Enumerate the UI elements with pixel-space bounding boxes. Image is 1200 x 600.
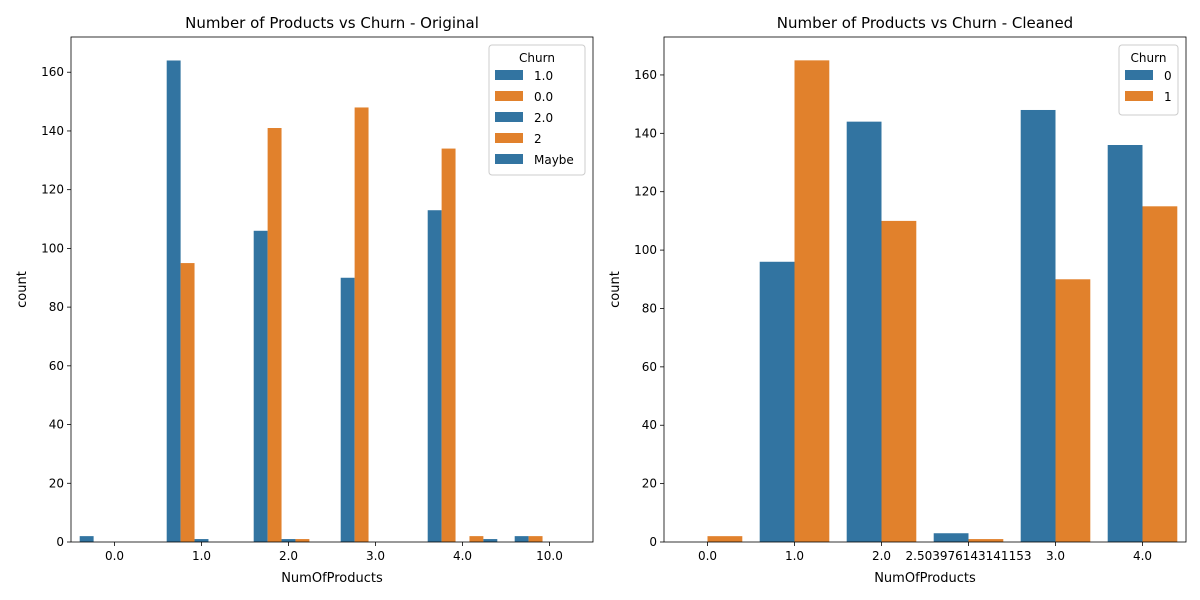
x-tick-label: 0.0 [698, 549, 717, 563]
bar-1-4.0 [1142, 206, 1178, 543]
bar-1.0-2.0 [253, 230, 268, 543]
y-axis-label: count [15, 271, 30, 308]
x-tick-label: 1.0 [192, 549, 211, 563]
x-tick-label: 3.0 [366, 549, 385, 563]
bar-Maybe-4.0 [483, 539, 498, 542]
y-tick-label: 100 [41, 241, 64, 255]
bar-1.0-3.0 [340, 277, 355, 542]
y-tick-label: 20 [642, 477, 657, 491]
bar-0.0-3.0 [354, 107, 369, 542]
bar-1-2.0 [881, 220, 917, 542]
bar-0-4.0 [1107, 145, 1143, 542]
legend-title: Churn [519, 51, 555, 65]
x-axis-label: NumOfProducts [874, 571, 976, 586]
chart-title: Number of Products vs Churn - Original [185, 14, 479, 32]
y-tick-label: 20 [49, 476, 64, 490]
x-tick-label: 4.0 [1133, 549, 1152, 563]
y-tick-label: 140 [634, 126, 657, 140]
legend: Churn 0 1 [1118, 44, 1179, 116]
bar-0.0-10.0 [528, 536, 543, 542]
x-tick-label: 3.0 [1046, 549, 1065, 563]
legend: Churn 1.0 0.0 2.0 2 Maybe [488, 44, 586, 176]
x-tick-label: 4.0 [453, 549, 472, 563]
legend-swatch-1.0 [495, 70, 523, 80]
y-tick-label: 60 [49, 359, 64, 373]
x-tick-label: 2.0 [279, 549, 298, 563]
y-tick-label: 120 [41, 183, 64, 197]
y-tick-label: 80 [49, 300, 64, 314]
y-tick-label: 0 [56, 535, 64, 549]
bar-2-4.0 [469, 536, 484, 542]
y-tick-label: 40 [642, 418, 657, 432]
bar-1.0-0.0 [79, 536, 94, 542]
x-tick-label: 10.0 [536, 549, 563, 563]
y-tick-label: 160 [634, 68, 657, 82]
chart-title: Number of Products vs Churn - Cleaned [777, 14, 1073, 32]
axes-frame [70, 36, 594, 543]
y-tick-label: 0 [649, 535, 657, 549]
y-tick-label: 80 [642, 301, 657, 315]
y-axis-label: count [608, 271, 623, 308]
y-tick-label: 160 [41, 65, 64, 79]
legend-swatch-2.0 [495, 112, 523, 122]
axes-frame [663, 36, 1187, 543]
legend-swatch-2 [495, 133, 523, 143]
legend-swatch-0.0 [495, 91, 523, 101]
legend-entry-label: 2 [534, 132, 542, 146]
bar-0-1.0 [759, 261, 795, 542]
x-tick-label: 2.0 [872, 549, 891, 563]
bar-1.0-10.0 [514, 536, 529, 542]
y-tick-label: 60 [642, 360, 657, 374]
y-tick-label: 100 [634, 243, 657, 257]
legend-swatch-Maybe [495, 154, 523, 164]
bar-1.0-4.0 [427, 210, 442, 542]
y-tick-label: 120 [634, 185, 657, 199]
legend-entry-label: 1.0 [534, 69, 553, 83]
y-tick-label: 140 [41, 124, 64, 138]
bar-0.0-1.0 [180, 263, 195, 542]
bar-1-3.0 [1055, 279, 1091, 542]
bar-0.0-2.0 [267, 128, 282, 542]
bar-1-1.0 [794, 60, 830, 542]
bar-1-0.0 [707, 536, 743, 542]
y-tick-label: 40 [49, 418, 64, 432]
x-tick-label: 0.0 [105, 549, 124, 563]
bar-0-3.0 [1020, 109, 1056, 543]
x-axis-label: NumOfProducts [281, 571, 383, 586]
legend-entry-label: 0 [1164, 69, 1172, 83]
chart-panel-2: 0 20 40 60 80 100 120 140 160 0.0 1.0 2.0 2.50397614… [608, 14, 1187, 586]
legend-entry-label: 0.0 [534, 90, 553, 104]
legend-swatch-0 [1125, 70, 1153, 80]
bar-2.0-2.0 [281, 539, 296, 542]
bar-2-2.0 [295, 539, 310, 542]
bar-0-2.503976143141153 [933, 533, 969, 542]
bar-1-2.503976143141153 [968, 539, 1004, 542]
legend-title: Churn [1131, 51, 1167, 65]
bar-2.0-1.0 [194, 539, 209, 542]
bar-0.0-4.0 [441, 148, 456, 542]
x-tick-label: 1.0 [785, 549, 804, 563]
legend-entry-label: Maybe [534, 153, 574, 167]
legend-entry-label: 2.0 [534, 111, 553, 125]
legend-entry-label: 1 [1164, 90, 1172, 104]
legend-swatch-1 [1125, 91, 1153, 101]
bar-0-2.0 [846, 121, 882, 543]
x-tick-label: 2.503976143141153 [906, 549, 1032, 563]
chart-panel-1: 0 20 40 60 80 100 120 140 160 0.0 1.0 2.0 3.0 4.0 10.0… [15, 14, 594, 586]
bar-1.0-1.0 [166, 60, 181, 542]
